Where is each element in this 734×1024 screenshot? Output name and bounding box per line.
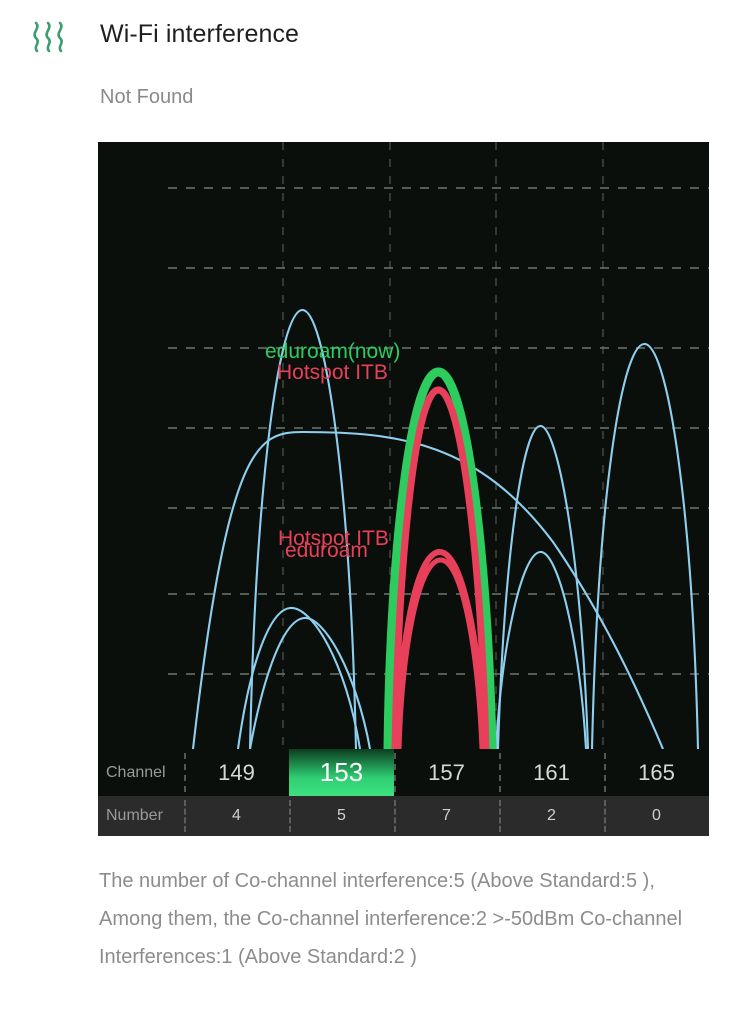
curve-eduroam-now	[383, 367, 497, 749]
number-cell-149: 4	[184, 796, 289, 836]
wifi-waves-icon	[26, 17, 74, 57]
status-text: Not Found	[100, 86, 194, 108]
cell-divider	[499, 800, 501, 832]
curve-hotspot-itb-weak	[394, 549, 487, 749]
signal-curves-svg	[168, 142, 709, 749]
number-value: 0	[652, 807, 661, 824]
channel-cell-161[interactable]: 161	[499, 749, 604, 796]
cell-divider	[604, 800, 606, 832]
number-cell-157: 7	[394, 796, 499, 836]
number-value: 7	[442, 807, 451, 824]
cell-divider	[604, 753, 606, 792]
number-cell-153: 5	[289, 796, 394, 836]
cell-divider	[289, 800, 291, 832]
gridlines	[168, 187, 709, 675]
number-value: 5	[337, 807, 346, 824]
channel-value: 157	[428, 759, 465, 785]
active-channel-highlight	[289, 749, 394, 796]
number-cell-161: 2	[499, 796, 604, 836]
channel-value: 149	[218, 759, 255, 785]
row-header-channel: Channel	[106, 763, 166, 781]
channel-table: Channel 149 153 157 161	[98, 749, 709, 836]
channel-value: 153	[319, 757, 364, 787]
channel-separators	[282, 142, 604, 749]
channel-value: 161	[533, 759, 570, 785]
cell-divider	[184, 753, 186, 792]
channel-cell-149[interactable]: 149	[184, 749, 289, 796]
channel-value: 165	[638, 759, 675, 785]
cell-divider	[394, 800, 396, 832]
channel-cells: 149 153 157 161 165	[184, 749, 709, 796]
channel-cell-153[interactable]: 153	[289, 749, 394, 796]
number-value: 2	[547, 807, 556, 824]
curve-hotspot-itb-strong	[391, 386, 490, 749]
plot-area: -30 -40 -50 -60 -70 -80 -90 eduroam(now)…	[98, 142, 709, 749]
page-header: Wi-Fi interference	[0, 0, 734, 76]
row-header-number: Number	[106, 807, 163, 824]
channel-cell-157[interactable]: 157	[394, 749, 499, 796]
cell-divider	[499, 753, 501, 792]
interference-summary: The number of Co-channel interference:5 …	[99, 870, 683, 968]
number-value: 4	[232, 807, 241, 824]
wifi-interference-chart: -30 -40 -50 -60 -70 -80 -90 eduroam(now)…	[98, 142, 709, 836]
number-cells: 4 5 7 2 0	[184, 796, 709, 836]
cell-divider	[184, 800, 186, 832]
background-ap-curves	[191, 308, 700, 749]
curve-eduroam-weak	[396, 557, 485, 749]
table-row-number: Number 4 5 7 2	[98, 796, 709, 836]
number-cell-165: 0	[604, 796, 709, 836]
page-title: Wi-Fi interference	[100, 20, 300, 48]
cell-divider	[394, 753, 396, 792]
table-row-channel: Channel 149 153 157 161	[98, 749, 709, 796]
channel-cell-165[interactable]: 165	[604, 749, 709, 796]
